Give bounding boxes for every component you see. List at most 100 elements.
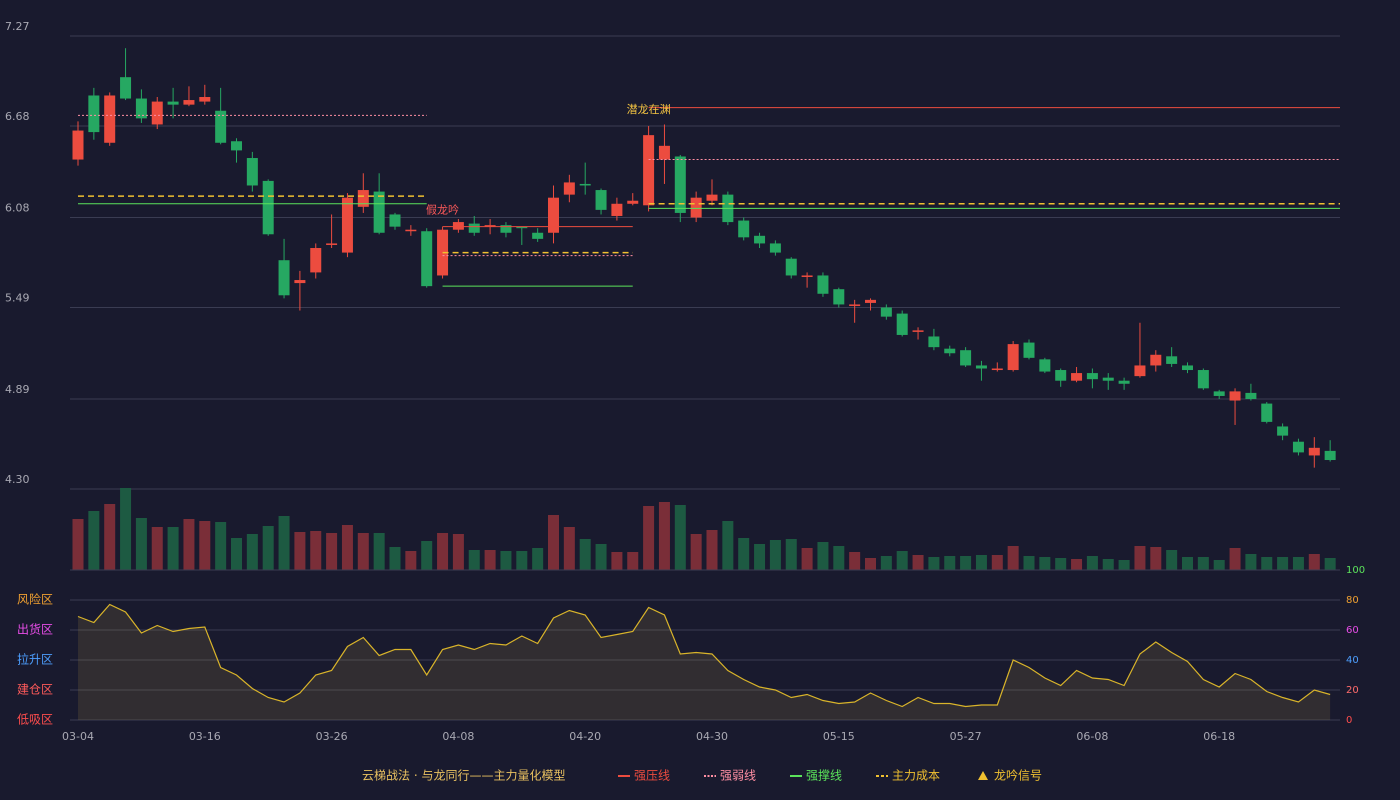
candle-body bbox=[1039, 359, 1051, 372]
volume-bar bbox=[928, 557, 940, 570]
candle-body bbox=[231, 141, 242, 151]
volume-bar bbox=[912, 555, 924, 570]
zone-label: 出货区 bbox=[17, 622, 53, 637]
volume-bar bbox=[690, 534, 702, 570]
candle-body bbox=[326, 243, 338, 245]
x-tick-label: 06-08 bbox=[1076, 730, 1108, 743]
candle-body bbox=[801, 275, 813, 277]
y-tick-label: 5.49 bbox=[5, 291, 30, 304]
volume-bar bbox=[167, 527, 179, 570]
signal-label: 假龙吟 bbox=[426, 203, 459, 217]
candle-body bbox=[1166, 356, 1178, 364]
volume-bar bbox=[183, 519, 195, 570]
legend-label: 强弱线 bbox=[720, 769, 756, 783]
candle-body bbox=[151, 101, 163, 125]
zone-label: 建仓区 bbox=[17, 683, 53, 697]
candle-body bbox=[1023, 342, 1035, 358]
candle-body bbox=[865, 299, 876, 303]
zone-label: 风险区 bbox=[17, 592, 53, 607]
y-tick-label: 60 bbox=[1346, 625, 1359, 636]
volume-bar bbox=[278, 516, 290, 570]
volume-bar bbox=[769, 540, 781, 570]
indicator-line bbox=[77, 603, 1331, 708]
candle-body bbox=[944, 348, 956, 354]
volume-bar bbox=[944, 556, 956, 570]
volume-bar bbox=[658, 502, 670, 570]
volume-bar bbox=[532, 548, 544, 570]
candle-body bbox=[88, 95, 100, 133]
candle-body bbox=[199, 97, 211, 102]
volume-bar bbox=[199, 521, 211, 570]
candle-body bbox=[912, 330, 924, 332]
volume-bar bbox=[357, 533, 369, 570]
candle-body bbox=[769, 243, 781, 253]
volume-bar bbox=[880, 556, 892, 570]
volume-bar bbox=[72, 519, 84, 570]
candle-body bbox=[72, 130, 84, 160]
indicator-area bbox=[78, 604, 1331, 720]
candle-body bbox=[817, 275, 829, 294]
volume-bar bbox=[341, 525, 353, 570]
candle-body bbox=[183, 100, 195, 105]
volume-bar bbox=[262, 526, 274, 570]
candle-body bbox=[294, 280, 306, 284]
volume-bar bbox=[738, 538, 750, 570]
zone-label: 拉升区 bbox=[17, 652, 53, 667]
volume-bar bbox=[722, 521, 734, 570]
candle-body bbox=[215, 110, 227, 143]
volume-bar bbox=[246, 534, 258, 570]
candle-body bbox=[690, 197, 702, 218]
y-tick-label: 100 bbox=[1346, 565, 1365, 576]
volume-bar bbox=[627, 552, 639, 570]
volume-bar bbox=[548, 515, 559, 570]
volume-bar bbox=[294, 532, 306, 570]
volume-bar bbox=[1197, 557, 1209, 570]
volume-bar bbox=[421, 541, 433, 570]
volume-bar bbox=[706, 530, 718, 570]
volume-bar bbox=[991, 555, 1003, 570]
volume-bar bbox=[849, 552, 861, 570]
volume-bar bbox=[1086, 556, 1098, 570]
candle-body bbox=[1197, 370, 1209, 389]
volume-bar bbox=[452, 534, 464, 570]
volume-bar bbox=[1324, 558, 1336, 570]
volume-bar bbox=[215, 522, 227, 570]
candle-body bbox=[1213, 391, 1225, 396]
volume-bar bbox=[1292, 557, 1304, 570]
candle-body bbox=[611, 203, 623, 216]
x-tick-label: 04-30 bbox=[696, 730, 728, 743]
x-tick-label: 05-15 bbox=[823, 730, 855, 743]
volume-bar bbox=[1134, 546, 1146, 570]
x-tick-label: 03-04 bbox=[62, 730, 94, 743]
candle-body bbox=[579, 183, 591, 186]
volume-bar bbox=[1071, 559, 1083, 570]
candle-body bbox=[278, 260, 290, 296]
volume-bar bbox=[563, 527, 575, 570]
y-tick-label: 6.08 bbox=[5, 202, 30, 215]
volume-bar bbox=[865, 558, 876, 570]
volume-bar bbox=[785, 539, 797, 570]
candle-body bbox=[563, 182, 575, 195]
volume-bar bbox=[960, 556, 972, 570]
candle-body bbox=[1086, 373, 1098, 380]
candle-body bbox=[1182, 365, 1193, 371]
candle-body bbox=[357, 190, 369, 207]
volume-bar bbox=[516, 551, 528, 570]
x-tick-label: 05-27 bbox=[950, 730, 982, 743]
volume-bar bbox=[1150, 547, 1162, 570]
volume-bar bbox=[468, 550, 480, 570]
signal-label: 潜龙在渊 bbox=[627, 102, 671, 116]
candle-body bbox=[595, 190, 607, 210]
candle-body bbox=[167, 101, 179, 105]
candle-body bbox=[1245, 392, 1257, 400]
volume-bar bbox=[1277, 557, 1289, 570]
candle-body bbox=[1102, 377, 1114, 381]
candle-body bbox=[104, 95, 116, 143]
volume-bar bbox=[674, 505, 686, 570]
legend-label: 强压线 bbox=[634, 769, 670, 783]
candle-body bbox=[341, 197, 353, 253]
volume-bar bbox=[817, 542, 829, 570]
volume-bar bbox=[754, 544, 766, 570]
